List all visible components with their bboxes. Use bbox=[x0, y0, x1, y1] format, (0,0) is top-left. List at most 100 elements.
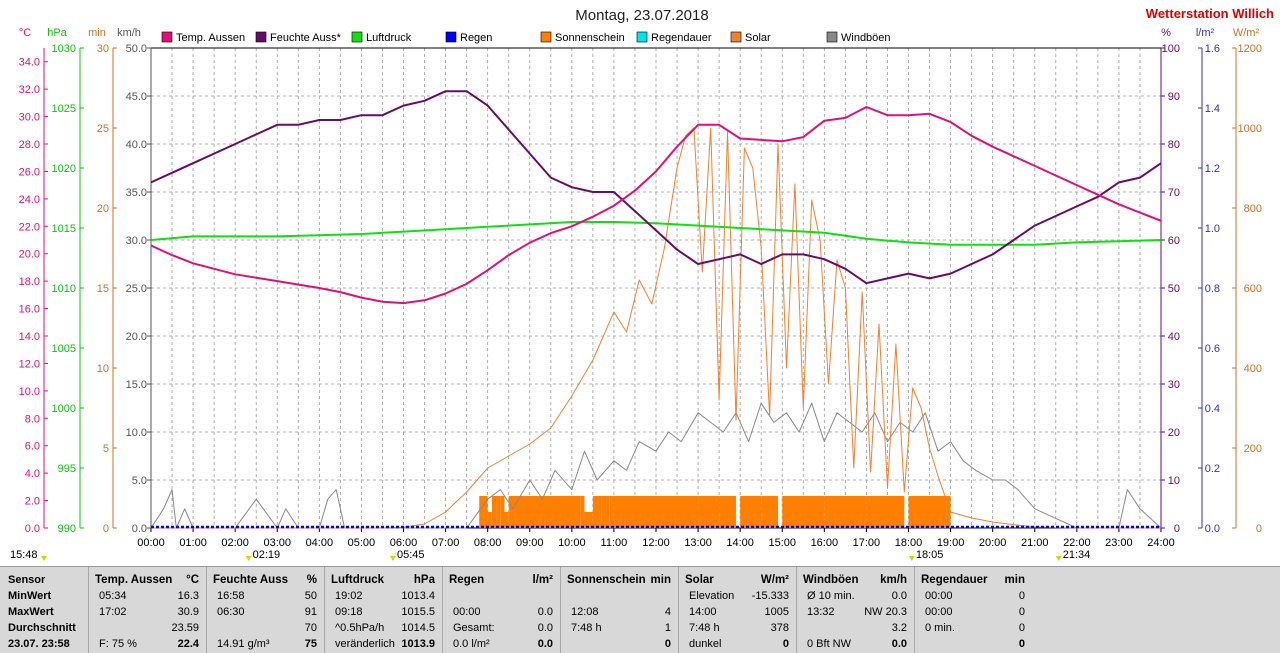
x-tick-label: 04:00 bbox=[306, 537, 334, 549]
sunshine-bar bbox=[929, 496, 947, 528]
x-tick-label: 16:00 bbox=[811, 537, 839, 549]
axis-tick-label-temp: 10.0 bbox=[19, 386, 40, 398]
sunshine-bar bbox=[761, 496, 779, 528]
legend-swatch bbox=[161, 31, 173, 43]
stats-cell-label: 16:58 bbox=[217, 590, 245, 602]
x-tick-label: 10:00 bbox=[558, 537, 586, 549]
axis-tick-label-solar: 200 bbox=[1244, 443, 1262, 455]
axis-tick-label-press: 1020 bbox=[52, 163, 76, 175]
stats-cell-value: 0.0 bbox=[891, 638, 907, 650]
time-marker-label: 05:45 bbox=[397, 549, 425, 561]
legend-swatch bbox=[445, 31, 457, 43]
legend-swatch bbox=[826, 31, 838, 43]
legend-label: Windböen bbox=[841, 32, 891, 44]
time-marker-label: 15:48 bbox=[10, 549, 38, 561]
stats-cell-label: 06:30 bbox=[217, 606, 245, 618]
stats-row-label: 23.07. 23:58 bbox=[8, 638, 70, 650]
axis-tick-label-rain: 1.4 bbox=[1205, 103, 1220, 115]
x-tick-label: 22:00 bbox=[1063, 537, 1091, 549]
stats-cell-value: 0.0 bbox=[537, 606, 553, 618]
stats-cell-label: 19:02 bbox=[335, 590, 363, 602]
stats-cell-label: F: 75 % bbox=[99, 638, 137, 650]
stats-cell-label: Gesamt: bbox=[453, 622, 495, 634]
sunshine-bar bbox=[504, 512, 509, 528]
axis-tick-label-min: 5 bbox=[103, 443, 109, 455]
stats-cell-label: ^0.5hPa/h bbox=[335, 622, 385, 634]
sunshine-bar bbox=[491, 496, 497, 528]
stats-cell-value: 0.0 bbox=[537, 622, 553, 634]
sunshine-bar bbox=[500, 496, 505, 528]
x-tick-label: 06:00 bbox=[390, 537, 418, 549]
stats-group-title: Solar bbox=[685, 574, 714, 586]
axis-tick-label-wind: 20.0 bbox=[126, 331, 147, 343]
axis-unit-press: hPa bbox=[47, 27, 67, 39]
axis-tick-label-rain: 1.6 bbox=[1205, 43, 1220, 55]
axis-tick-label-rain: 1.2 bbox=[1205, 163, 1220, 175]
axis-unit-solar: W/m² bbox=[1233, 27, 1260, 39]
x-tick-label: 12:00 bbox=[642, 537, 670, 549]
axis-tick-label-min: 20 bbox=[97, 203, 109, 215]
axis-tick-label-solar: 600 bbox=[1244, 283, 1262, 295]
axis-tick-label-solar: 400 bbox=[1244, 363, 1262, 375]
stats-group-unit: °C bbox=[186, 574, 199, 586]
stats-cell-label: dunkel bbox=[689, 638, 722, 650]
time-marker-label: 02:19 bbox=[253, 549, 281, 561]
axis-tick-label-solar: 800 bbox=[1244, 203, 1262, 215]
stats-cell-value: 50 bbox=[304, 590, 317, 602]
stats-panel: Sensor MinWert MaxWert Durchschnitt 23.07. 2… bbox=[0, 566, 1280, 653]
axis-tick-label-min: 30 bbox=[97, 43, 109, 55]
x-tick-label: 21:00 bbox=[1021, 537, 1049, 549]
stats-cell-value: 0.0 bbox=[537, 638, 553, 650]
sunshine-bar bbox=[580, 496, 585, 528]
x-tick-label: 23:00 bbox=[1105, 537, 1133, 549]
sunshine-bar bbox=[908, 496, 930, 528]
stats-group-unit: min bbox=[650, 574, 671, 586]
stats-cell-value: 1014.5 bbox=[401, 622, 435, 634]
axis-tick-label-temp: 18.0 bbox=[19, 276, 40, 288]
sunshine-bar bbox=[584, 512, 593, 528]
stats-cell-label: 00:00 bbox=[925, 606, 953, 618]
sunshine-bar bbox=[592, 496, 602, 528]
x-tick-label: 19:00 bbox=[937, 537, 965, 549]
x-tick-label: 20:00 bbox=[979, 537, 1007, 549]
stats-group: Temp. Aussen °C 05:34 16.3 17:02 30.9 23.59 F: … bbox=[88, 567, 207, 653]
axis-tick-label-solar: 0 bbox=[1256, 523, 1262, 535]
axis-unit-temp: °C bbox=[19, 27, 31, 39]
axis-tick-label-hum: 10 bbox=[1168, 475, 1180, 487]
stats-cell-value: 1 bbox=[664, 622, 671, 634]
stats-group-unit: l/m² bbox=[532, 574, 553, 586]
sunshine-bar bbox=[479, 496, 484, 528]
stats-cell-value: 30.9 bbox=[177, 606, 199, 618]
axis-tick-label-rain: 0.2 bbox=[1205, 463, 1220, 475]
stats-cell-label: 14.91 g/m³ bbox=[217, 638, 270, 650]
stats-group-title: Feuchte Auss bbox=[213, 574, 288, 586]
stats-cell-label: 7:48 h bbox=[689, 622, 720, 634]
stats-cell-value: 1015.5 bbox=[401, 606, 435, 618]
axis-tick-label-temp: 4.0 bbox=[25, 468, 40, 480]
legend-label: Regen bbox=[460, 32, 492, 44]
axis-tick-label-temp: 16.0 bbox=[19, 304, 40, 316]
stats-group-unit: km/h bbox=[880, 574, 907, 586]
sunshine-bar bbox=[698, 496, 720, 528]
sunshine-bar bbox=[483, 496, 488, 528]
stats-group: Regen l/m² 00:00 0.0 Gesamt: 0.0 0.0 l/m² 0.0 bbox=[442, 567, 561, 653]
axis-tick-label-hum: 30 bbox=[1168, 379, 1180, 391]
stats-cell-value: 75 bbox=[304, 638, 317, 650]
axis-tick-label-temp: 14.0 bbox=[19, 331, 40, 343]
axis-tick-label-wind: 5.0 bbox=[132, 475, 147, 487]
axis-tick-label-temp: 0.0 bbox=[25, 523, 40, 535]
axis-tick-label-wind: 0.0 bbox=[132, 523, 147, 535]
stats-cell-label: 14:00 bbox=[689, 606, 717, 618]
stats-cell-label: Elevation bbox=[689, 590, 735, 602]
stats-group: Sonnenschein min 12:08 4 7:48 h 1 0 bbox=[560, 567, 679, 653]
legend-swatch bbox=[351, 31, 363, 43]
axis-tick-label-press: 1025 bbox=[52, 103, 76, 115]
x-tick-label: 03:00 bbox=[263, 537, 291, 549]
time-marker-arrow bbox=[908, 556, 915, 561]
time-marker-label: 18:05 bbox=[916, 549, 944, 561]
stats-group-unit: min bbox=[1004, 574, 1025, 586]
stats-cell-value: -15.333 bbox=[751, 590, 789, 602]
stats-group: Feuchte Auss% 16:58 50 06:30 91 70 14.91 g/m³ 7… bbox=[206, 567, 325, 653]
axis-tick-label-hum: 70 bbox=[1168, 187, 1180, 199]
axis-tick-label-press: 1005 bbox=[52, 343, 76, 355]
